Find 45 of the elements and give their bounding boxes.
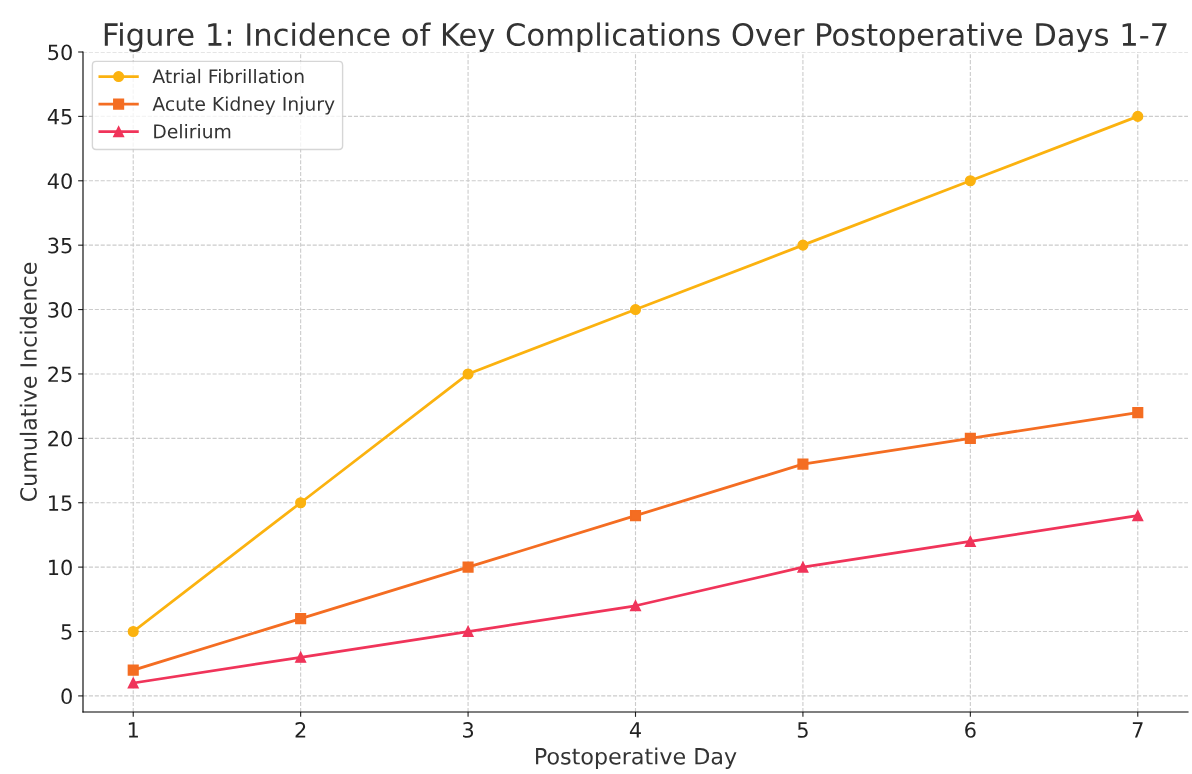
y-tick-label: 30	[48, 302, 72, 318]
point	[797, 239, 809, 251]
y-tick-label: 15	[49, 495, 72, 511]
point	[462, 561, 474, 573]
y-tick-label: 25	[48, 366, 72, 383]
legend-label: Acute Kidney Injury	[152, 96, 335, 115]
point	[295, 651, 307, 663]
y-tick-label: 0	[61, 688, 72, 705]
point	[964, 175, 976, 187]
point	[127, 664, 139, 676]
y-axis-title: Cumulative Incidence	[19, 262, 37, 502]
x-tick-label: 4	[629, 722, 641, 738]
x-tick-label: 2	[295, 722, 306, 738]
legend-label: Atrial Fibrillation	[152, 68, 304, 84]
point	[1132, 110, 1144, 122]
x-tick-label: 5	[797, 722, 808, 738]
legend-label: Delirium	[154, 123, 231, 139]
y-tick-label: 50	[48, 44, 72, 61]
point	[629, 304, 642, 316]
y-tick-label: 5	[61, 624, 72, 640]
y-tick-label: 10	[49, 559, 72, 576]
point	[964, 432, 976, 444]
x-tick-label: 6	[965, 722, 976, 738]
point	[964, 535, 976, 547]
point	[127, 625, 139, 638]
point	[462, 625, 474, 638]
chart-title: Figure 1: Incidence of Key Complications Over Postoperative Days 1-7	[104, 22, 1167, 52]
point	[295, 497, 307, 509]
point	[1132, 407, 1144, 419]
point	[295, 613, 307, 625]
point	[629, 510, 642, 522]
point	[1132, 510, 1144, 522]
y-tick-label: 40	[47, 173, 72, 189]
y-tick-label: 45	[47, 109, 72, 125]
y-tick-label: 20	[48, 430, 72, 447]
x-tick-label: 7	[1132, 722, 1143, 738]
y-tick-label: 35	[48, 237, 72, 254]
point	[629, 600, 642, 612]
point	[462, 368, 474, 380]
x-tick-label: 1	[128, 722, 138, 738]
point	[797, 561, 809, 573]
x-axis-title: Postoperative Day	[536, 747, 737, 769]
point	[797, 458, 809, 470]
x-tick-label: 3	[463, 722, 474, 738]
point	[127, 677, 139, 689]
